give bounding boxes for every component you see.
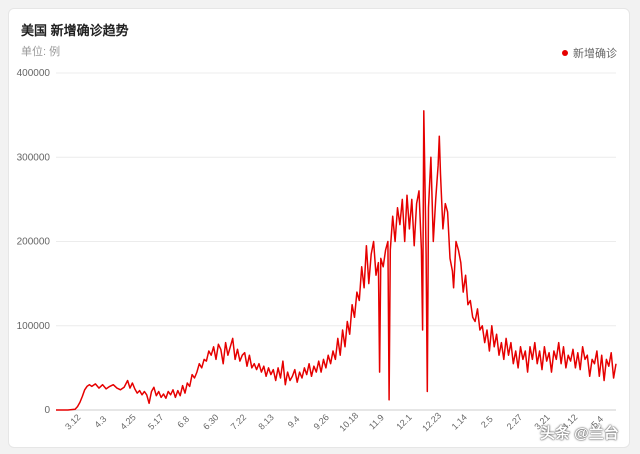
x-tick-label: 3.12 [63,412,82,431]
legend-label: 新增确诊 [573,48,617,60]
y-axis-ticks: 0 100000 200000 300000 400000 [17,68,51,416]
x-tick-label: 5.17 [146,412,165,431]
chart-card: 美国 新增确诊趋势 单位: 例 新增确诊 [8,8,630,448]
y-tick-label: 300000 [17,152,51,163]
x-tick-label: 12.23 [420,410,443,433]
legend[interactable]: 新增确诊 [562,45,617,61]
x-tick-label: 10.18 [337,410,360,433]
x-tick-label: 9.4 [286,414,302,430]
x-tick-label: 11.9 [367,412,386,431]
x-tick-label: 6.8 [175,414,191,430]
y-tick-label: 100000 [17,321,51,332]
x-tick-label: 2.5 [479,414,495,430]
x-tick-label: 1.14 [450,412,469,431]
x-tick-label: 4.25 [118,412,137,431]
x-tick-label: 12.1 [394,412,413,431]
watermark: 头条 @兰台 [540,425,619,442]
x-tick-label: 6.30 [201,412,220,431]
x-tick-label: 8.13 [256,412,275,431]
x-tick-label: 9.26 [312,412,331,431]
legend-dot-icon [562,50,568,56]
chart-title: 美国 新增确诊趋势 [21,23,129,38]
unit-label: 单位: 例 [21,46,61,58]
x-axis-ticks: 3.12 4.3 4.25 5.17 6.8 6.30 7.22 8.13 9.4 9.26 10.… [63,410,605,433]
x-tick-label: 4.3 [93,414,109,430]
grid-lines [56,72,616,411]
y-tick-label: 400000 [17,68,51,79]
x-tick-label: 7.22 [229,412,248,431]
y-tick-label: 0 [44,405,50,416]
series-line-new-cases [56,110,617,411]
x-tick-label: 2.27 [505,412,524,431]
y-tick-label: 200000 [17,237,51,248]
